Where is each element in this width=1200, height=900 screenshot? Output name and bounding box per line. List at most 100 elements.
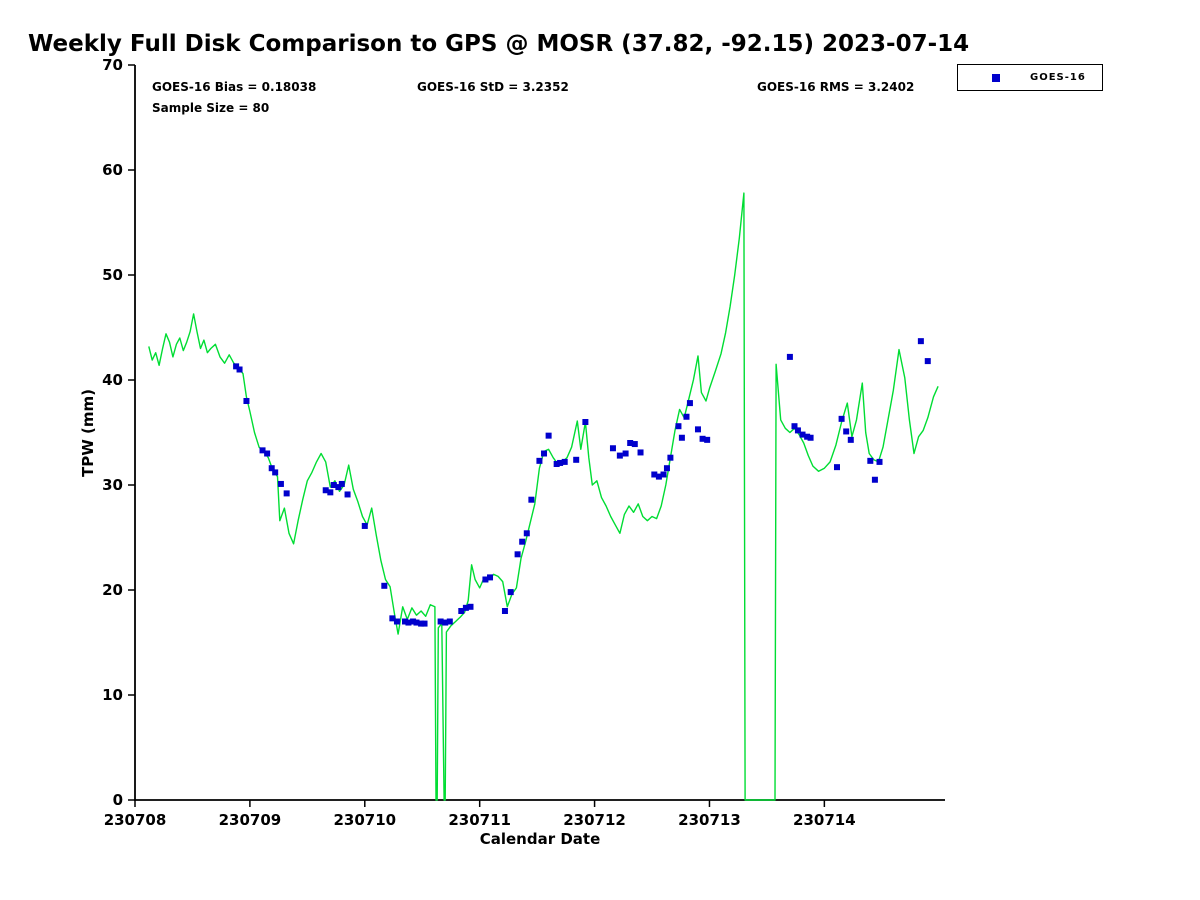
stat-std: GOES-16 StD = 3.2352 — [417, 80, 569, 94]
goes16-marker — [847, 436, 854, 443]
goes16-marker — [553, 461, 560, 467]
goes16-marker — [541, 450, 548, 457]
legend: GOES-16 — [957, 64, 1103, 91]
goes16-marker — [458, 608, 465, 614]
goes16-marker — [573, 456, 580, 463]
y-tick-label: 40 — [102, 371, 123, 389]
y-tick-label: 50 — [102, 266, 123, 284]
goes16-marker — [627, 440, 634, 446]
goes16-marker — [277, 480, 284, 487]
goes16-marker — [413, 619, 420, 626]
goes16-marker — [924, 358, 931, 365]
goes16-marker — [786, 353, 793, 360]
goes16-marker — [327, 489, 334, 496]
goes16-marker — [667, 454, 674, 461]
goes16-legend-marker-icon — [992, 73, 1000, 82]
x-tick-label: 230708 — [104, 811, 167, 829]
goes16-marker — [804, 433, 811, 440]
goes16-marker — [437, 618, 444, 625]
stat-rms: GOES-16 RMS = 3.2402 — [757, 80, 915, 94]
stat-bias: GOES-16 Bias = 0.18038 — [152, 80, 317, 94]
goes16-marker — [330, 482, 337, 488]
goes16-marker — [335, 484, 342, 491]
goes16-marker — [843, 428, 850, 435]
goes16-marker — [501, 608, 508, 614]
goes16-marker — [272, 469, 279, 476]
y-axis-label: TPW (mm) — [79, 389, 97, 477]
y-tick-label: 70 — [102, 56, 123, 74]
goes16-marker — [233, 363, 240, 370]
y-tick-label: 60 — [102, 161, 123, 179]
x-tick-label: 230711 — [448, 811, 511, 829]
goes16-marker — [393, 618, 400, 625]
goes16-marker — [264, 450, 271, 457]
goes16-marker — [523, 530, 530, 537]
goes16-marker — [686, 400, 693, 407]
goes16-marker — [446, 618, 453, 625]
x-tick-label: 230710 — [333, 811, 396, 829]
x-axis-label: Calendar Date — [479, 830, 601, 848]
goes16-marker — [631, 441, 638, 448]
goes16-marker — [678, 434, 685, 441]
page-title: Weekly Full Disk Comparison to GPS @ MOS… — [28, 31, 970, 57]
goes16-marker — [405, 619, 412, 626]
goes16-marker — [807, 434, 814, 441]
goes16-marker — [514, 551, 521, 558]
goes16-marker — [283, 490, 290, 497]
goes16-marker — [637, 449, 644, 456]
goes16-marker — [791, 423, 798, 430]
goes16-marker — [675, 423, 682, 430]
x-tick-label: 230714 — [793, 811, 856, 829]
goes16-marker — [519, 538, 526, 545]
goes16-marker — [482, 576, 489, 583]
goes16-marker — [655, 473, 662, 480]
goes16-marker — [410, 618, 417, 625]
y-tick-label: 30 — [102, 476, 123, 494]
goes16-marker — [838, 415, 845, 422]
y-tick-label: 10 — [102, 686, 123, 704]
goes16-marker — [381, 582, 388, 589]
goes16-marker — [389, 615, 396, 622]
goes16-marker — [704, 436, 711, 443]
y-tick-label: 0 — [113, 791, 123, 809]
goes16-marker — [582, 419, 589, 425]
goes16-marker — [536, 457, 543, 464]
goes16-marker — [344, 491, 351, 498]
goes16-marker — [834, 464, 840, 471]
goes16-marker — [402, 618, 408, 625]
goes16-marker — [545, 432, 552, 439]
goes16-marker — [528, 496, 535, 503]
goes16-marker — [418, 620, 425, 627]
goes16-marker — [462, 604, 469, 611]
goes16-marker — [660, 471, 667, 478]
stat-sample-size: Sample Size = 80 — [152, 101, 270, 115]
goes16-marker — [699, 435, 706, 442]
goes16-marker — [622, 450, 629, 457]
goes16-marker — [421, 620, 428, 627]
goes16-marker — [561, 458, 568, 465]
goes16-marker — [694, 426, 701, 433]
goes16-marker — [917, 338, 924, 345]
goes16-marker — [663, 465, 670, 472]
goes16-marker — [487, 574, 494, 581]
goes16-marker — [871, 476, 878, 483]
goes16-marker — [442, 619, 449, 626]
goes16-marker — [651, 471, 658, 478]
legend-label-goes16: GOES-16 — [1030, 72, 1086, 83]
goes16-marker — [683, 413, 690, 420]
goes16-marker — [322, 487, 329, 494]
goes16-marker — [236, 366, 243, 373]
goes16-marker — [876, 458, 883, 465]
goes16-marker — [794, 427, 801, 434]
goes16-marker — [243, 398, 250, 404]
y-tick-label: 20 — [102, 581, 123, 599]
goes16-marker — [338, 480, 345, 487]
x-tick-label: 230713 — [678, 811, 741, 829]
goes16-marker — [507, 589, 514, 596]
goes16-marker — [616, 452, 623, 459]
goes16-marker — [467, 603, 474, 610]
goes16-marker — [867, 457, 874, 464]
goes16-marker — [557, 459, 564, 466]
